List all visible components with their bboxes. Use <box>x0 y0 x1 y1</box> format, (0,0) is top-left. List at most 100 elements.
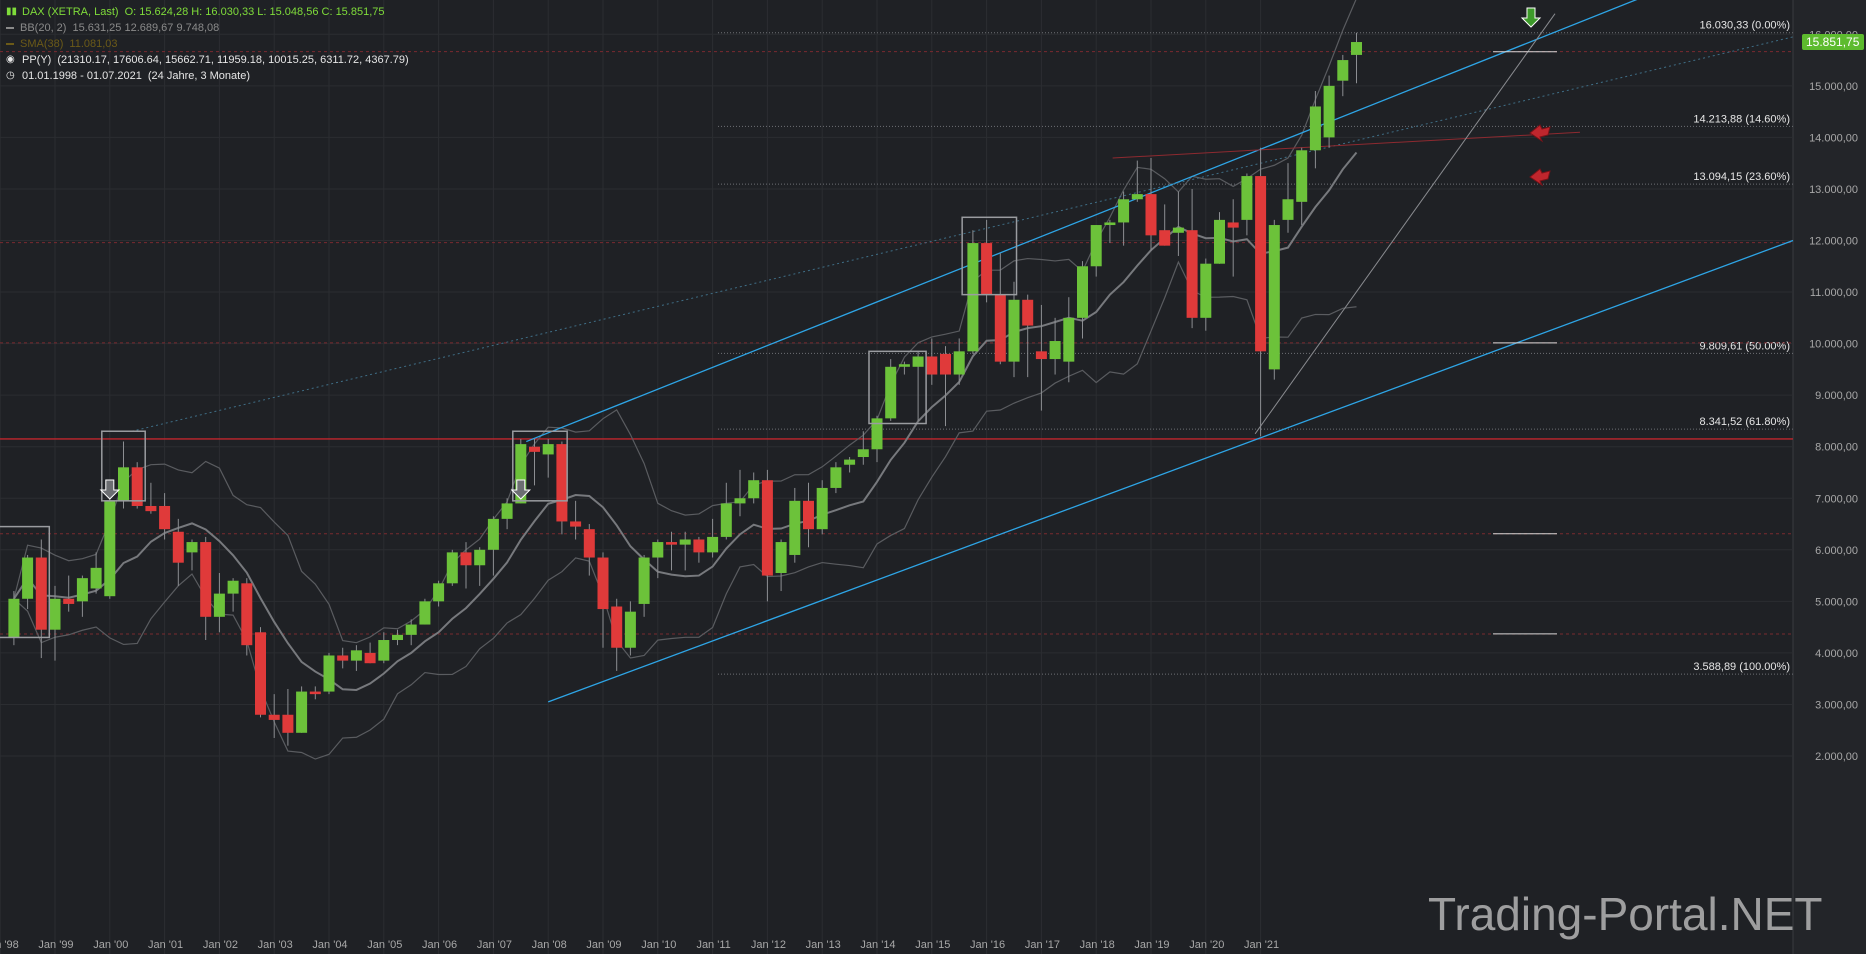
x-tick-label: Jan '06 <box>422 939 457 951</box>
sma-swatch-icon <box>6 43 14 45</box>
x-tick-label: Jan '08 <box>532 939 567 951</box>
y-tick-label: 10.000,00 <box>1809 339 1858 351</box>
y-tick-label: 2.000,00 <box>1815 751 1858 763</box>
candle-up <box>76 578 88 602</box>
candle-up <box>433 583 445 602</box>
x-tick-label: Jan '18 <box>1080 939 1115 951</box>
candle-up <box>419 601 431 625</box>
highlight-box <box>868 350 927 425</box>
x-tick-label: Jan '11 <box>696 939 730 951</box>
candle-down <box>460 552 472 566</box>
candle-up <box>1337 60 1349 81</box>
legend-pp-row: ◉ PP(Y) (21310.17, 17606.64, 15662.71, 1… <box>6 52 409 68</box>
candle-down <box>994 294 1006 362</box>
bb-upper-band <box>13 0 1357 644</box>
x-tick-label: Jan '05 <box>367 939 402 951</box>
x-tick-label: Jan '19 <box>1134 939 1169 951</box>
candle-up <box>1309 106 1321 151</box>
y-tick-label: 15.000,00 <box>1809 81 1858 93</box>
candle-up <box>953 351 965 375</box>
x-tick-label: Jan '15 <box>915 939 950 951</box>
down-arrow-icon <box>510 479 532 500</box>
candle-up <box>720 503 732 537</box>
candle-down <box>926 356 938 375</box>
legend-range-row: ◷ 01.01.1998 - 01.07.2021 (24 Jahre, 3 M… <box>6 68 409 84</box>
fib-label: 8.341,52 (61.80%) <box>1699 416 1790 428</box>
channel-lower-line <box>547 239 1794 703</box>
legend-sma-row: SMA(38) 11.081,03 <box>6 36 409 52</box>
candle-down <box>940 353 951 375</box>
x-tick-label: Jan '17 <box>1025 939 1060 951</box>
channel-upper-line <box>526 0 1638 443</box>
candle-down <box>693 539 705 553</box>
x-tick-label: Jan '12 <box>751 939 786 951</box>
y-tick-label: 14.000,00 <box>1809 132 1858 144</box>
candle-up <box>1323 85 1335 138</box>
fibonacci-levels: 16.030,33 (0.00%) 14.213,88 (14.60%) 13.09… <box>718 20 1793 675</box>
candle-up <box>350 650 362 661</box>
y-tick-label: 13.000,00 <box>1809 184 1858 196</box>
highlight-box <box>0 525 51 639</box>
candles <box>8 32 1362 746</box>
candle-up <box>501 503 513 519</box>
candle-down <box>63 598 75 604</box>
candle-up <box>474 549 486 566</box>
candle-up <box>652 542 664 558</box>
candle-down <box>1186 230 1198 318</box>
pivot-target-icon: ◉ <box>6 54 15 65</box>
x-tick-label: Jan '16 <box>970 939 1005 951</box>
legend-bb-name: BB(20, 2) <box>20 22 67 34</box>
candle-up <box>624 611 636 648</box>
chart-legend: ▮▮ DAX (XETRA, Last) O: 15.624,28 H: 16.… <box>6 4 409 84</box>
candle-up <box>1282 199 1294 220</box>
candle-up <box>227 580 239 594</box>
candle-up <box>446 552 458 584</box>
candle-up <box>871 418 883 450</box>
candle-up <box>22 557 34 599</box>
y-tick-label: 12.000,00 <box>1809 236 1858 248</box>
candle-up <box>1063 317 1075 362</box>
y-tick-label: 9.000,00 <box>1815 390 1858 402</box>
candle-up <box>967 243 979 352</box>
candle-up <box>844 459 856 465</box>
candle-down <box>309 691 321 695</box>
legend-symbol-name: DAX (XETRA, Last) <box>22 6 119 18</box>
trend-channel <box>13 0 1794 760</box>
x-tick-label: Jan '21 <box>1244 939 1279 951</box>
candle-up <box>830 467 842 488</box>
red-arrow-icon <box>1529 124 1551 143</box>
candle-down <box>1022 299 1034 326</box>
highlight-box <box>961 216 1018 296</box>
x-tick-label: Jan '14 <box>860 939 895 951</box>
candle-up <box>885 366 897 419</box>
candle-down <box>1145 194 1157 236</box>
candle-up <box>707 536 719 553</box>
candle-up <box>296 691 308 733</box>
fib-label: 13.094,15 (23.60%) <box>1693 171 1790 183</box>
watermark: Trading-Portal.NET <box>1428 888 1823 940</box>
candle-down <box>255 632 266 715</box>
candle-up <box>104 500 116 597</box>
annotations <box>0 7 1557 639</box>
resistance-line <box>1112 131 1581 159</box>
candle-up <box>638 557 650 604</box>
bars-icon: ▮▮ <box>6 6 18 17</box>
candle-up <box>1077 266 1088 318</box>
candle-up <box>392 634 403 641</box>
candle-down <box>981 243 993 295</box>
candle-up <box>515 444 527 504</box>
legend-sma-values: 11.081,03 <box>69 38 118 50</box>
candle-down <box>803 500 814 530</box>
x-tick-label: Jan '01 <box>148 939 183 951</box>
x-tick-label: Jan '07 <box>477 939 512 951</box>
down-arrow-icon <box>1520 7 1542 28</box>
bb-middle-band <box>13 151 1358 691</box>
legend-bb-row: BB(20, 2) 15.631,25 12.689,67 9.748,08 <box>6 20 409 36</box>
clock-icon: ◷ <box>6 70 15 81</box>
candle-down <box>282 714 294 733</box>
candle-down <box>761 480 773 576</box>
candle-up <box>487 518 499 550</box>
candle-down <box>200 542 212 617</box>
